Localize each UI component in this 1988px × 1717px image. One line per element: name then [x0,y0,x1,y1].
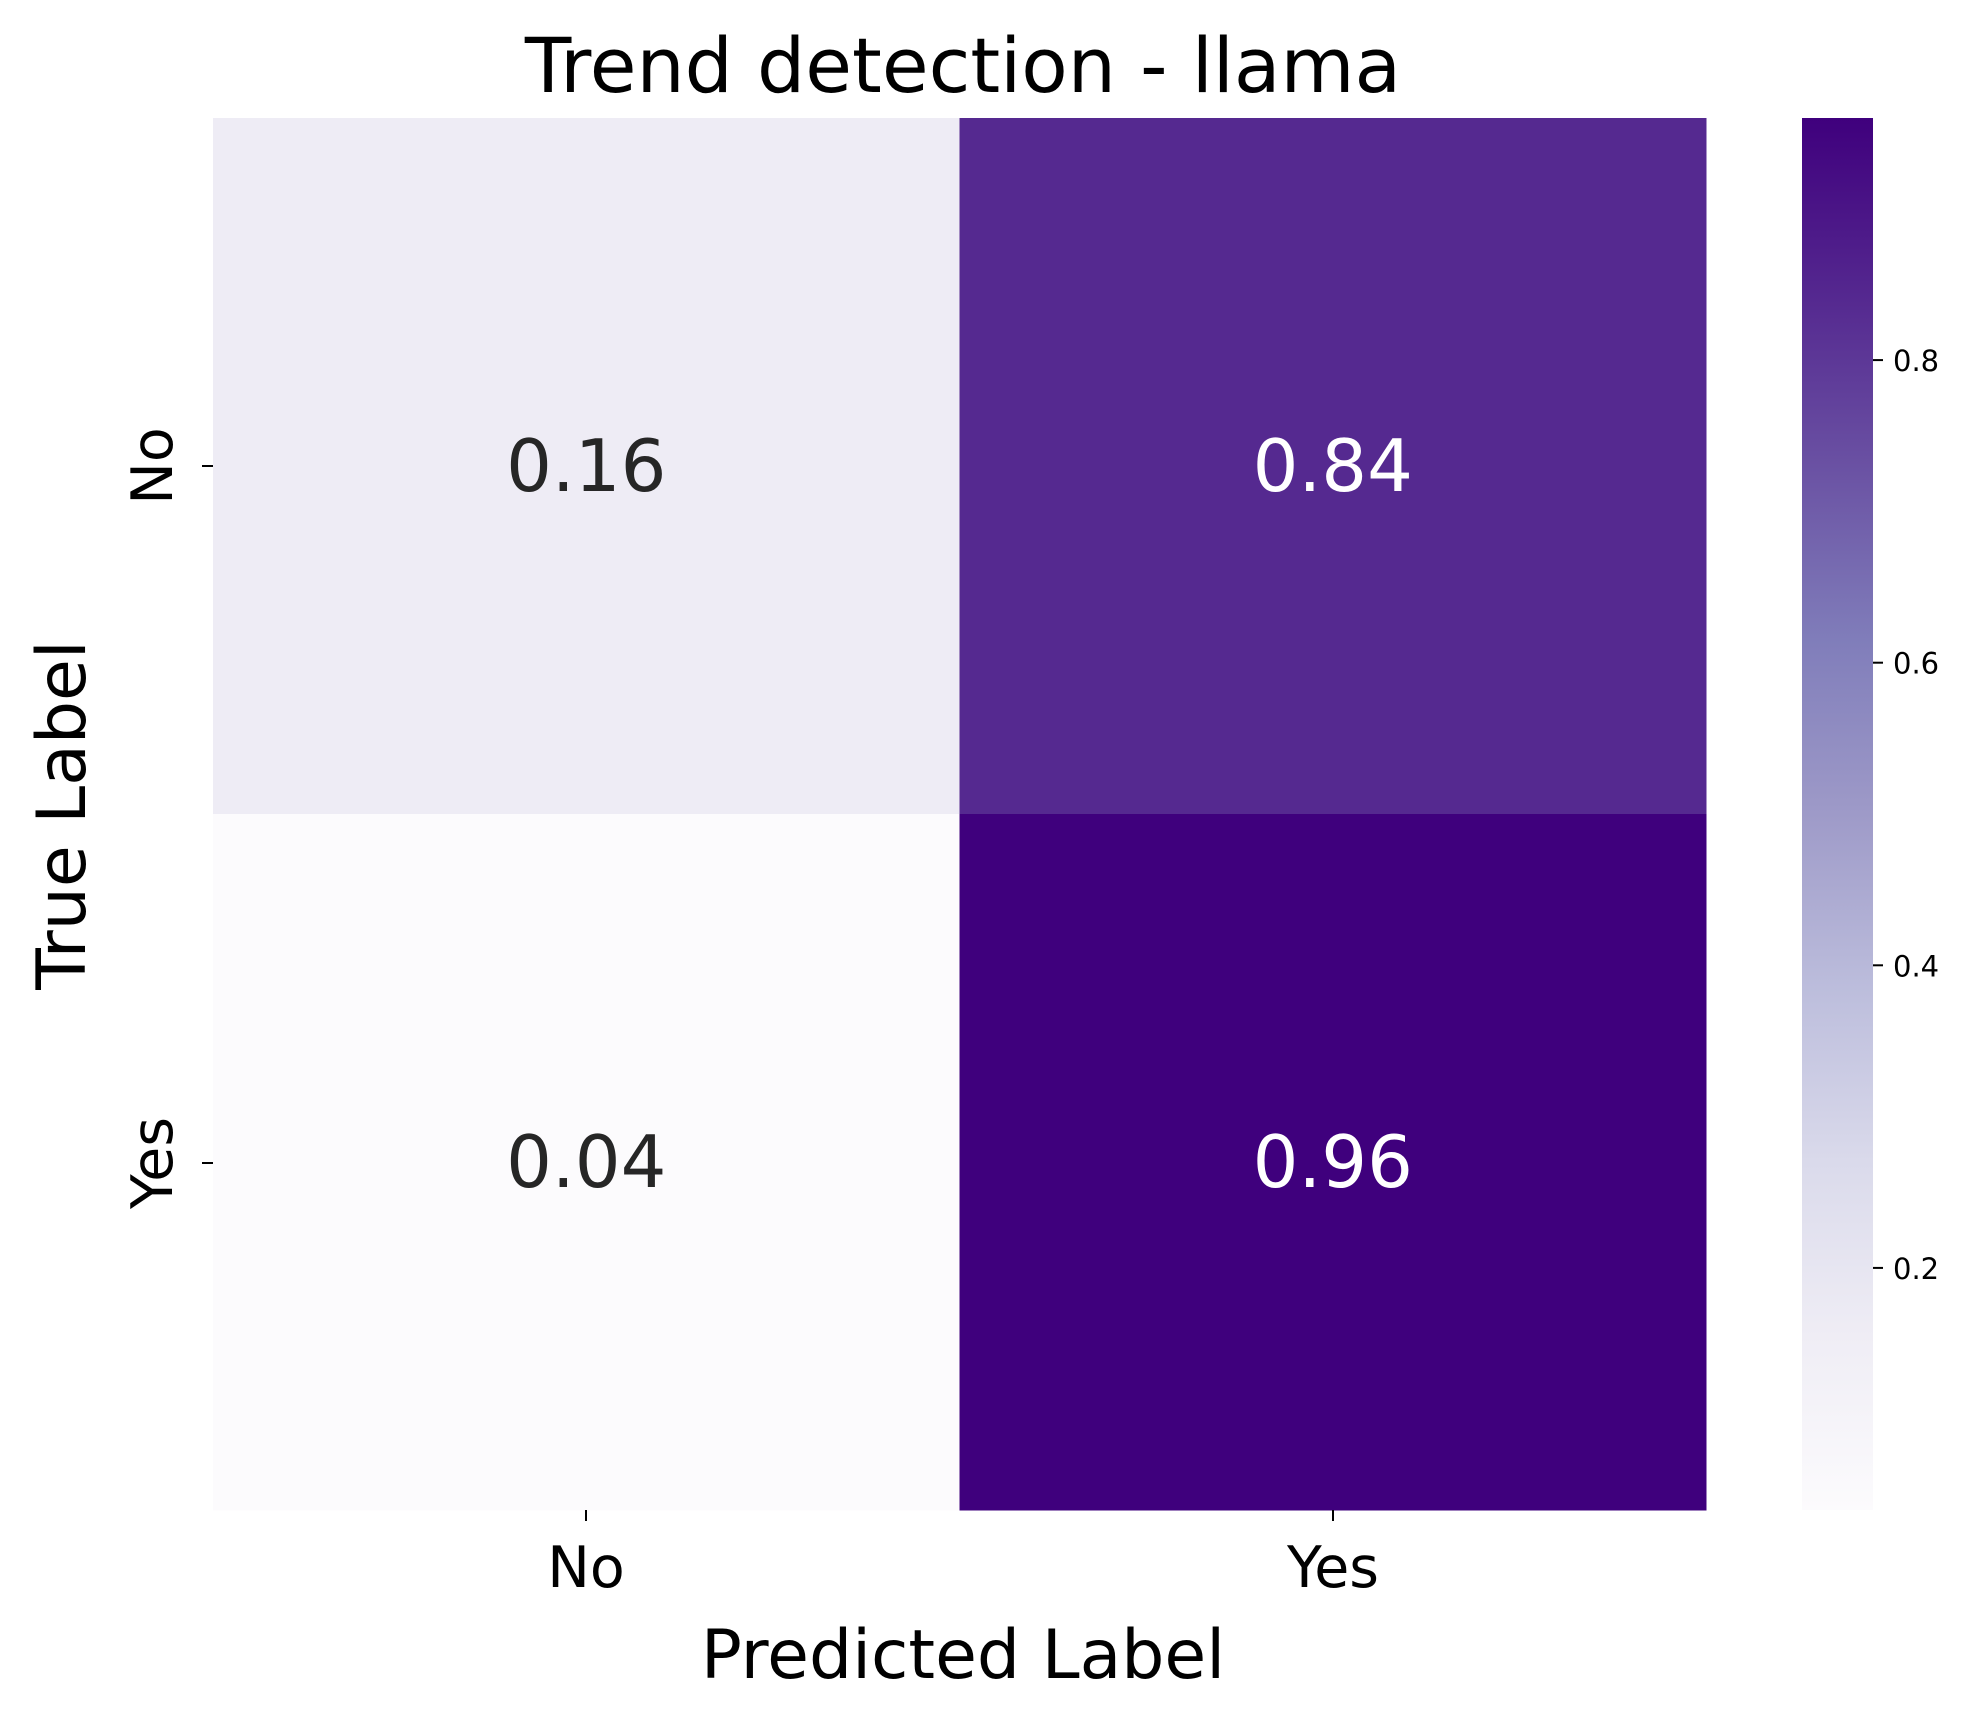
heatmap-cell-0-0 [213,118,960,815]
cell-value-label-0-1: 0.84 [1253,424,1413,508]
colorbar-tick-label: 0.2 [1893,1252,1939,1286]
colorbar-ticks: 0.2 0.4 0.6 0.8 [1873,344,1939,1286]
heatmap-cells: 0.16 0.84 0.04 0.96 [213,118,1707,1511]
heatmap-cell-0-1 [959,118,1707,815]
x-axis-title: Predicted Label [701,1616,1225,1695]
heatmap-cell-1-0 [213,814,960,1511]
x-tick-label-no: No [547,1535,625,1601]
y-tick-label-yes: Yes [120,1117,186,1210]
x-axis: No Yes Predicted Label [547,1510,1379,1695]
x-tick-label-yes: Yes [1286,1535,1379,1601]
colorbar-tick-label: 0.4 [1893,949,1939,983]
colorbar-tick-label: 0.8 [1893,344,1939,378]
cell-value-label-1-0: 0.04 [506,1120,666,1204]
heatmap-cell-1-1 [959,814,1707,1511]
y-axis: No Yes True Label [23,427,213,1210]
colorbar: 0.2 0.4 0.6 0.8 [1802,118,1939,1510]
chart-title: Trend detection - llama [524,21,1401,110]
y-axis-title: True Label [23,640,102,991]
y-tick-label-no: No [120,427,186,505]
cell-value-label-1-1: 0.96 [1253,1120,1413,1204]
colorbar-gradient [1802,118,1873,1510]
colorbar-tick-label: 0.6 [1893,647,1939,681]
cell-value-label-0-0: 0.16 [506,424,666,508]
